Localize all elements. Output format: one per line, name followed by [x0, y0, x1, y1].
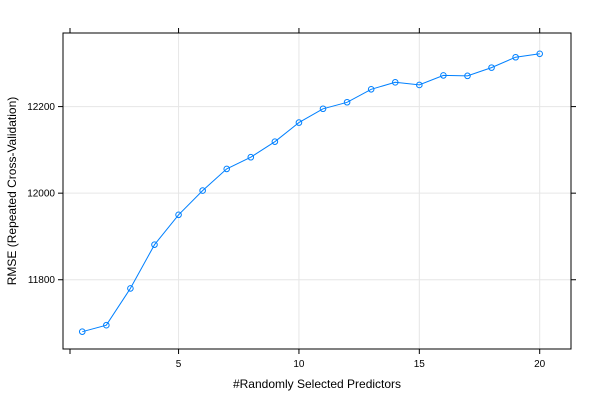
data-point	[295, 119, 303, 126]
x-tick-label: 20	[534, 359, 546, 370]
data-point	[223, 165, 231, 173]
y-tick-label: 11800	[28, 275, 56, 286]
grid-lines	[63, 33, 571, 349]
y-axis-title: RMSE (Repeated Cross-Validation)	[5, 97, 19, 286]
data-point	[247, 153, 255, 161]
data-point	[343, 98, 351, 106]
data-point	[78, 328, 86, 335]
x-tick-label: 10	[293, 359, 305, 370]
data-point	[440, 72, 447, 79]
data-point	[367, 85, 375, 93]
y-tick-label: 12000	[27, 189, 55, 200]
data-point	[151, 241, 158, 248]
series-layer	[78, 50, 544, 335]
y-tick-label: 12200	[27, 102, 55, 113]
data-point	[319, 105, 327, 113]
data-point	[464, 72, 471, 80]
series-line	[82, 53, 540, 333]
x-tick-label: 15	[414, 359, 426, 370]
x-tick-label: 5	[176, 359, 182, 370]
data-point	[175, 211, 182, 219]
data-point	[536, 50, 544, 58]
axis-ticks: 5 10 15 20 11800 12000 12200	[27, 28, 576, 370]
data-point	[416, 81, 423, 89]
data-point	[127, 285, 134, 292]
data-point	[271, 138, 279, 145]
data-point	[488, 64, 495, 71]
data-point	[512, 53, 519, 61]
x-axis-title: #Randomly Selected Predictors	[233, 377, 401, 391]
data-point	[391, 79, 399, 86]
data-point	[103, 321, 110, 329]
plot-frame	[62, 32, 572, 350]
data-point	[199, 187, 206, 194]
